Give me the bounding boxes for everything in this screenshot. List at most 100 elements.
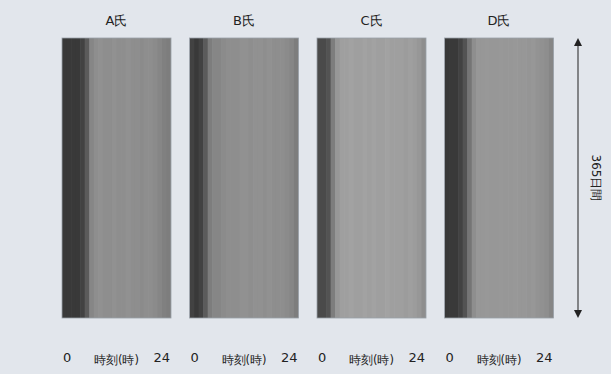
cell xyxy=(517,38,522,318)
cell xyxy=(230,38,235,318)
axis-label: 時刻(時) xyxy=(477,353,522,367)
cell xyxy=(322,38,327,318)
cell xyxy=(280,38,285,318)
cell xyxy=(540,38,545,318)
cell xyxy=(467,38,472,318)
cell xyxy=(80,38,85,318)
cell xyxy=(421,38,426,318)
cell xyxy=(544,38,549,318)
tick-label: 24 xyxy=(408,350,425,365)
panel-title: D氏 xyxy=(487,13,510,28)
cell xyxy=(535,38,540,318)
axis-label: 365日間 xyxy=(589,155,603,202)
cell xyxy=(408,38,413,318)
tick-label: 0 xyxy=(318,350,326,365)
cell xyxy=(490,38,495,318)
cell xyxy=(317,38,322,318)
panel-frame xyxy=(62,38,171,318)
cell xyxy=(148,38,153,318)
cell xyxy=(372,38,377,318)
cell xyxy=(376,38,381,318)
cell xyxy=(112,38,117,318)
cell xyxy=(381,38,386,318)
cell xyxy=(244,38,249,318)
cell xyxy=(76,38,81,318)
cell xyxy=(130,38,135,318)
cell xyxy=(499,38,504,318)
cell xyxy=(221,38,226,318)
axis-label: 時刻(時) xyxy=(349,353,394,367)
cell xyxy=(504,38,509,318)
arrow-head xyxy=(574,310,582,318)
panel-title: B氏 xyxy=(233,13,255,28)
cell xyxy=(239,38,244,318)
cell xyxy=(217,38,222,318)
tick-label: 0 xyxy=(191,350,199,365)
plot-area xyxy=(445,38,554,318)
cell xyxy=(449,38,454,318)
cell xyxy=(353,38,358,318)
cell xyxy=(249,38,254,318)
cell xyxy=(139,38,144,318)
cell xyxy=(390,38,395,318)
cell xyxy=(126,38,131,318)
cell xyxy=(340,38,345,318)
cell xyxy=(549,38,554,318)
cell xyxy=(362,38,367,318)
cell xyxy=(458,38,463,318)
cell xyxy=(445,38,450,318)
chart: A氏024時刻(時)B氏024時刻(時)C氏024時刻(時)D氏024時刻(時)… xyxy=(0,0,611,374)
cell xyxy=(94,38,99,318)
cell xyxy=(166,38,171,318)
cell xyxy=(98,38,103,318)
panel-frame xyxy=(317,38,426,318)
cell xyxy=(403,38,408,318)
cell xyxy=(394,38,399,318)
cell xyxy=(226,38,231,318)
cell xyxy=(522,38,527,318)
cell xyxy=(335,38,340,318)
cell xyxy=(71,38,76,318)
cell xyxy=(485,38,490,318)
cell xyxy=(358,38,363,318)
days-arrow xyxy=(578,42,579,314)
cell xyxy=(331,38,336,318)
cell xyxy=(144,38,149,318)
cell xyxy=(62,38,67,318)
cell xyxy=(157,38,162,318)
cell xyxy=(412,38,417,318)
panel-frame xyxy=(445,38,554,318)
cell xyxy=(117,38,122,318)
cell xyxy=(153,38,158,318)
cell xyxy=(385,38,390,318)
cell xyxy=(135,38,140,318)
cell xyxy=(526,38,531,318)
plot-area xyxy=(62,38,171,318)
cell xyxy=(513,38,518,318)
axis-label: 時刻(時) xyxy=(94,353,139,367)
cell xyxy=(199,38,204,318)
tick-label: 24 xyxy=(536,350,553,365)
cell xyxy=(262,38,267,318)
background xyxy=(0,0,611,374)
cell xyxy=(294,38,299,318)
cell xyxy=(463,38,468,318)
panel-title: A氏 xyxy=(106,13,128,28)
panel-frame xyxy=(190,38,299,318)
cell xyxy=(454,38,459,318)
cell xyxy=(235,38,240,318)
cell xyxy=(326,38,331,318)
cell xyxy=(85,38,90,318)
cell xyxy=(276,38,281,318)
cell xyxy=(89,38,94,318)
tick-label: 0 xyxy=(63,350,71,365)
cell xyxy=(494,38,499,318)
cell xyxy=(531,38,536,318)
cell xyxy=(203,38,208,318)
cell xyxy=(190,38,195,318)
cell xyxy=(162,38,167,318)
cell xyxy=(417,38,422,318)
cell xyxy=(367,38,372,318)
cell xyxy=(103,38,108,318)
cell xyxy=(476,38,481,318)
